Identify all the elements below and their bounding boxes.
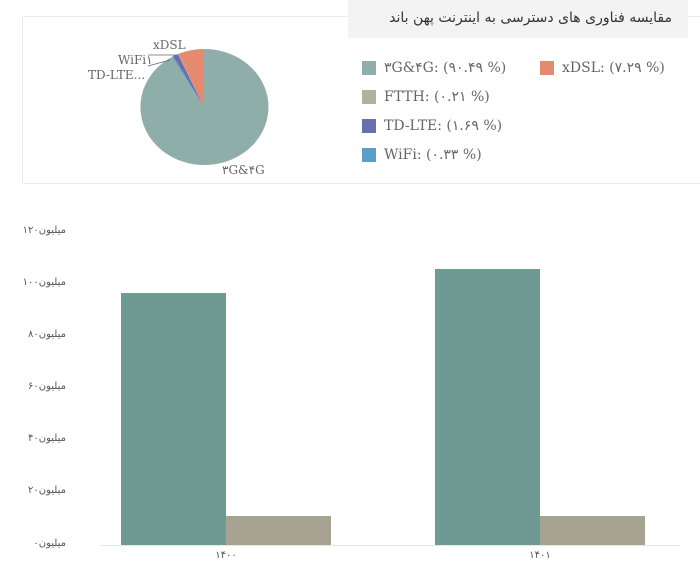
y-tick-80: میلیون۸۰ — [28, 329, 66, 340]
pie-slice-xdsl[interactable] — [178, 49, 205, 107]
legend-label: TD-LTE: (۱.۶۹ %) — [384, 118, 503, 134]
legend-label: ۳G&۴G: (۹۰.۴۹ %) — [384, 60, 507, 76]
bar-1400-ftth[interactable] — [226, 516, 331, 545]
pie-chart-panel — [22, 16, 700, 184]
y-tick-60: میلیون۶۰ — [28, 381, 66, 392]
pie-slice-ftth[interactable] — [178, 53, 204, 107]
legend-label: FTTH: (۰.۲۱ %) — [384, 89, 490, 105]
x-tick-1401: ۱۴۰۱ — [529, 550, 551, 561]
y-tick-40: میلیون۴۰ — [28, 433, 66, 444]
bar-1401-3g4g[interactable] — [435, 269, 540, 545]
legend-item-wifi[interactable]: WiFi: (۰.۳۳ %) — [362, 147, 482, 163]
y-tick-100: میلیون۱۰۰ — [22, 277, 66, 288]
legend-item-ftth[interactable]: FTTH: (۰.۲۱ %) — [362, 89, 490, 105]
chart-title: مقایسه فناوری های دسترسی به اینترنت پهن … — [389, 10, 672, 26]
chart-title-panel: مقایسه فناوری های دسترسی به اینترنت پهن … — [348, 0, 688, 38]
legend-swatch-icon — [540, 61, 554, 75]
x-axis-line — [100, 545, 680, 546]
legend-swatch-icon — [362, 119, 376, 133]
y-tick-0: میلیون۰ — [33, 538, 66, 549]
pie-slice-tdlte[interactable] — [173, 54, 204, 107]
legend-swatch-icon — [362, 148, 376, 162]
legend-label: xDSL: (۷.۲۹ %) — [562, 60, 665, 76]
legend-swatch-icon — [362, 90, 376, 104]
pie-chart: xDSL WiFi١ TD-LTE... ۳G&۴G — [88, 38, 269, 177]
bar-1400-3g4g[interactable] — [121, 293, 226, 545]
pie-label-xdsl: xDSL — [153, 38, 186, 52]
legend-item-3g4g[interactable]: ۳G&۴G: (۹۰.۴۹ %) — [362, 60, 506, 76]
legend-label: WiFi: (۰.۳۳ %) — [384, 147, 482, 163]
legend-item-xdsl[interactable]: xDSL: (۷.۲۹ %) — [540, 60, 665, 76]
pie-label-tdlte: TD-LTE... — [88, 68, 145, 82]
y-tick-120: میلیون۱۲۰ — [22, 225, 66, 236]
pie-slice-wifi[interactable] — [172, 56, 204, 107]
pie-label-3g4g: ۳G&۴G — [222, 163, 265, 177]
y-tick-20: میلیون۲۰ — [28, 485, 66, 496]
legend-item-tdlte[interactable]: TD-LTE: (۱.۶۹ %) — [362, 118, 502, 134]
legend-swatch-icon — [362, 61, 376, 75]
x-tick-1400: ۱۴۰۰ — [215, 550, 237, 561]
bar-1401-ftth[interactable] — [540, 516, 645, 545]
pie-slice-3g4g[interactable] — [140, 48, 269, 165]
pie-label-wifi: WiFi١ — [118, 53, 153, 67]
